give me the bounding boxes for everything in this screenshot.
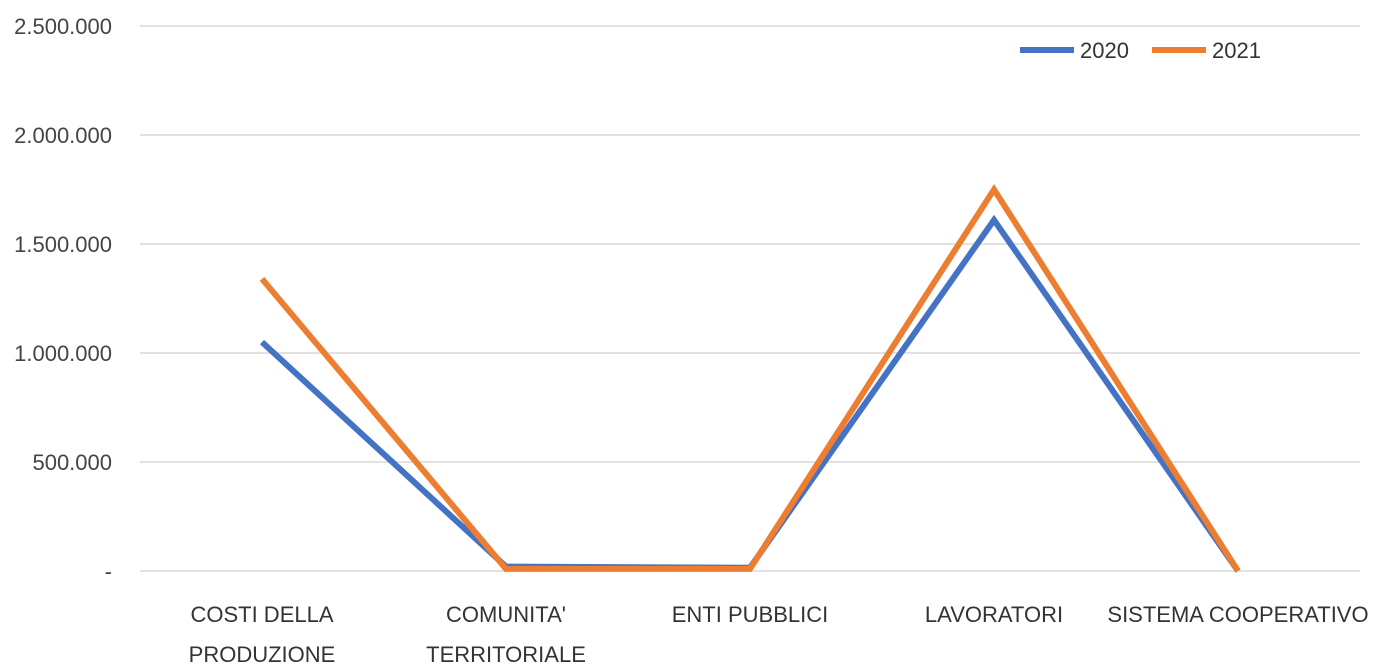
legend-label: 2021 — [1212, 38, 1261, 63]
x-category-label-line: SISTEMA COOPERATIVO — [1107, 602, 1368, 627]
x-category-label-line: TERRITORIALE — [426, 642, 586, 667]
grid-lines — [140, 25, 1360, 572]
series-line-2020 — [259, 214, 1241, 573]
x-category-label: LAVORATORI — [925, 602, 1063, 627]
x-category-label-line: ENTI PUBBLICI — [672, 602, 828, 627]
x-axis-category-labels: COSTI DELLA PRODUZIONE COMUNITA' TERRITORIA… — [189, 602, 1369, 667]
legend: 2020 2021 — [1020, 38, 1261, 63]
x-category-label: SISTEMA COOPERATIVO — [1107, 602, 1368, 627]
x-category-label-line: PRODUZIONE — [189, 642, 336, 667]
series-line-2021 — [259, 183, 1241, 573]
x-category-label: ENTI PUBBLICI — [672, 602, 828, 627]
y-tick-label: 1.000.000 — [14, 341, 112, 366]
series-lines — [259, 183, 1241, 573]
y-tick-label: 2.000.000 — [14, 123, 112, 148]
y-tick-label: 1.500.000 — [14, 232, 112, 257]
y-axis-tick-labels: - 500.000 1.000.000 1.500.000 2.000.000 2.500… — [14, 14, 112, 584]
y-tick-label: 2.500.000 — [14, 14, 112, 39]
y-tick-label: - — [105, 559, 112, 584]
x-category-label: COMUNITA' TERRITORIALE — [426, 602, 586, 667]
y-tick-label: 500.000 — [32, 450, 112, 475]
legend-label: 2020 — [1080, 38, 1129, 63]
x-category-label-line: COMUNITA' — [446, 602, 566, 627]
x-category-label: COSTI DELLA PRODUZIONE — [189, 602, 336, 667]
x-category-label-line: COSTI DELLA — [190, 602, 333, 627]
x-category-label-line: LAVORATORI — [925, 602, 1063, 627]
